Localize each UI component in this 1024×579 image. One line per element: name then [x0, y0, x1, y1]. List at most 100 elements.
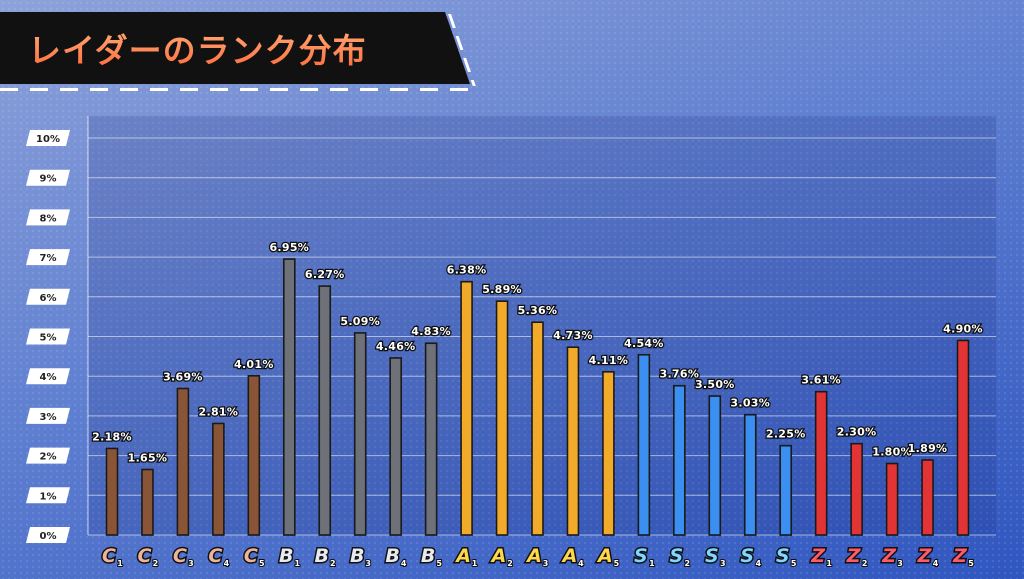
rank-sub: 5	[259, 559, 265, 568]
y-tick-label: 0%	[40, 531, 57, 542]
y-tick-badge	[26, 407, 70, 424]
y-tick-badge	[26, 249, 70, 266]
bar-b3	[353, 332, 367, 536]
bar-a1	[460, 280, 473, 536]
y-tick: 5%	[26, 328, 70, 345]
bar-s2	[673, 384, 686, 536]
y-tick-badge	[26, 169, 70, 186]
data-label: 5.09%	[340, 315, 380, 328]
data-label: 2.81%	[199, 405, 239, 418]
rank-letter: B	[385, 545, 399, 567]
rank-sub: 2	[685, 559, 691, 568]
y-tick-label: 8%	[40, 213, 57, 224]
rank-sub: 1	[117, 559, 123, 568]
rank-sub: 1	[472, 559, 478, 568]
data-label: 3.76%	[659, 368, 699, 381]
rank-letter: C	[208, 545, 222, 567]
title-dash-underline	[0, 88, 470, 91]
y-tick-label: 2%	[40, 452, 57, 463]
y-tick-label: 7%	[40, 253, 57, 264]
bar-b4	[389, 357, 402, 536]
data-label: 4.54%	[624, 337, 664, 350]
data-label: 2.30%	[837, 426, 877, 439]
y-tick-label: 9%	[40, 174, 57, 185]
bar-z4	[921, 459, 934, 536]
y-tick-badge	[26, 288, 70, 305]
bar-b5	[424, 342, 438, 536]
bar-z2	[850, 442, 863, 536]
bar-a2	[495, 300, 509, 536]
y-tick-label: 10%	[36, 134, 60, 145]
rank-letter: Z	[917, 545, 933, 567]
data-label: 4.01%	[234, 358, 274, 371]
y-tick-label: 6%	[40, 293, 57, 304]
bar-s5	[779, 444, 793, 536]
y-tick: 1%	[26, 487, 70, 504]
bar-a4	[566, 346, 580, 536]
rank-letter: S	[705, 545, 719, 567]
rank-sub: 5	[436, 559, 442, 568]
data-label: 2.25%	[766, 428, 806, 441]
rank-letter: C	[137, 545, 151, 567]
y-tick-badge	[26, 130, 70, 146]
rank-sub: 4	[224, 559, 230, 568]
rank-letter: S	[776, 545, 790, 567]
rank-sub: 5	[614, 559, 620, 568]
rank-letter: S	[634, 545, 648, 567]
rank-sub: 2	[862, 559, 868, 568]
bar-c4	[212, 422, 225, 536]
bar-z1	[814, 390, 828, 536]
bar-s3	[708, 395, 722, 536]
bar-z5	[956, 339, 970, 536]
rank-sub: 3	[720, 559, 726, 568]
y-tick: 0%	[26, 527, 70, 543]
rank-sub: 1	[826, 559, 832, 568]
rank-letter: B	[315, 545, 329, 567]
rank-letter: Z	[881, 545, 897, 567]
y-tick-badge	[26, 527, 70, 543]
bar-c1	[105, 447, 119, 536]
bar-s1	[637, 353, 651, 536]
rank-sub: 3	[897, 559, 903, 568]
rank-letter: C	[173, 545, 187, 567]
data-label: 4.11%	[589, 354, 629, 367]
bar-c2	[141, 468, 154, 536]
data-label: 6.27%	[305, 268, 345, 281]
bar-s4	[743, 413, 757, 536]
y-tick: 10%	[26, 130, 70, 146]
y-tick: 3%	[26, 407, 70, 424]
data-label: 1.65%	[128, 451, 168, 464]
rank-letter: A	[596, 545, 613, 567]
rank-sub: 4	[578, 559, 584, 568]
rank-letter: S	[740, 545, 754, 567]
data-label: 1.89%	[908, 442, 948, 455]
rank-sub: 4	[755, 559, 761, 568]
y-tick: 9%	[26, 169, 70, 186]
rank-letter: C	[244, 545, 258, 567]
data-label: 1.80%	[872, 446, 912, 459]
rank-sub: 1	[649, 559, 655, 568]
y-tick: 7%	[26, 249, 70, 266]
y-tick: 6%	[26, 288, 70, 305]
